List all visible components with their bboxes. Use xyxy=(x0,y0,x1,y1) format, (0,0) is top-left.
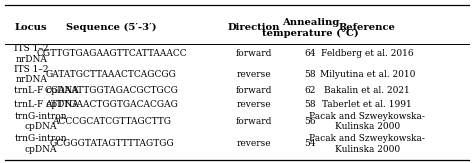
Text: reverse: reverse xyxy=(236,70,271,79)
Text: Bakalin et al. 2021: Bakalin et al. 2021 xyxy=(325,86,410,95)
Text: Feldberg et al. 2016: Feldberg et al. 2016 xyxy=(321,49,414,59)
Text: Reference: Reference xyxy=(339,23,396,32)
Text: 54: 54 xyxy=(305,139,316,148)
Text: trnG-intron
cpDNA: trnG-intron cpDNA xyxy=(14,134,67,154)
Text: 58: 58 xyxy=(305,100,316,109)
Text: Pacak and Szweykowska-
Kulinska 2000: Pacak and Szweykowska- Kulinska 2000 xyxy=(310,134,425,154)
Text: Locus: Locus xyxy=(14,23,47,32)
Text: Sequence (5′-3′): Sequence (5′-3′) xyxy=(66,23,157,32)
Text: 62: 62 xyxy=(305,86,316,95)
Text: Annealing
temperature (°C): Annealing temperature (°C) xyxy=(262,18,359,38)
Text: CGAAATTGGTAGACGCTGCG: CGAAATTGGTAGACGCTGCG xyxy=(45,86,178,95)
Text: ITS 1–2
nrDNA: ITS 1–2 nrDNA xyxy=(14,65,49,84)
Text: ACCCGCATCGTTAGCTTG: ACCCGCATCGTTAGCTTG xyxy=(52,117,171,126)
Text: 64: 64 xyxy=(305,49,316,59)
Text: ITS 1–2
nrDNA: ITS 1–2 nrDNA xyxy=(14,44,49,64)
Text: Taberlet et al. 1991: Taberlet et al. 1991 xyxy=(322,100,412,109)
Text: reverse: reverse xyxy=(236,139,271,148)
Text: trnL-F cpDNA: trnL-F cpDNA xyxy=(14,100,79,109)
Text: forward: forward xyxy=(236,117,272,126)
Text: trnG-intron
cpDNA: trnG-intron cpDNA xyxy=(14,112,67,131)
Text: reverse: reverse xyxy=(236,100,271,109)
Text: Milyutina et al. 2010: Milyutina et al. 2010 xyxy=(319,70,415,79)
Text: forward: forward xyxy=(236,86,272,95)
Text: trnL-F cpDNA: trnL-F cpDNA xyxy=(14,86,79,95)
Text: 56: 56 xyxy=(305,117,316,126)
Text: CGTTGTGAGAAGTTCATTAAACC: CGTTGTGAGAAGTTCATTAAACC xyxy=(36,49,187,59)
Text: forward: forward xyxy=(236,49,272,59)
Text: GCGGGTATAGTTTTAGTGG: GCGGGTATAGTTTTAGTGG xyxy=(49,139,174,148)
Text: 58: 58 xyxy=(305,70,316,79)
Text: GATATGCTTAAACTCAGCGG: GATATGCTTAAACTCAGCGG xyxy=(46,70,177,79)
Text: Direction: Direction xyxy=(228,23,280,32)
Text: ATTTGAACTGGTGACACGAG: ATTTGAACTGGTGACACGAG xyxy=(45,100,178,109)
Text: Pacak and Szweykowska-
Kulinska 2000: Pacak and Szweykowska- Kulinska 2000 xyxy=(310,112,425,131)
